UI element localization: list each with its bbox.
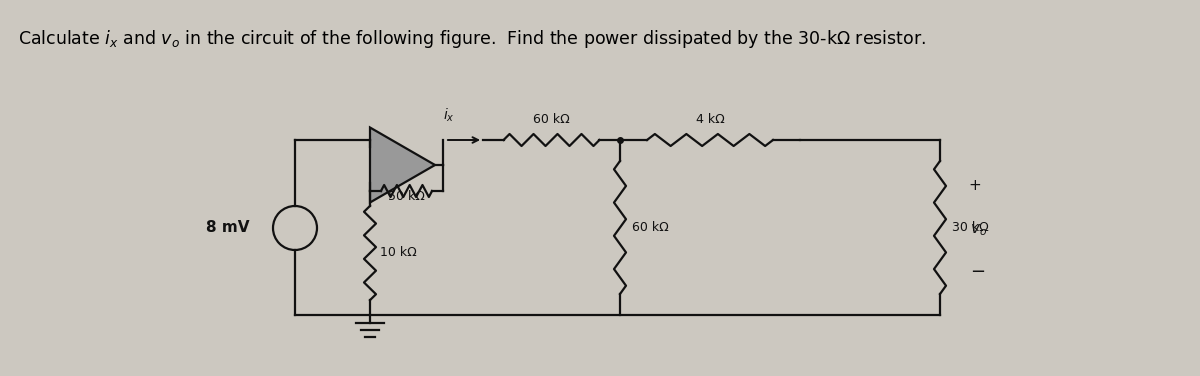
Text: 50 kΩ: 50 kΩ [388,190,425,203]
Text: $i_x$: $i_x$ [443,107,455,124]
Text: Calculate $i_x$ and $v_o$ in the circuit of the following figure.  Find the powe: Calculate $i_x$ and $v_o$ in the circuit… [18,28,926,50]
Text: +: + [968,177,980,193]
Text: 30 kΩ: 30 kΩ [952,221,989,234]
Text: 4 kΩ: 4 kΩ [696,113,725,126]
Text: 60 kΩ: 60 kΩ [632,221,668,234]
Text: $v_o$: $v_o$ [970,222,988,238]
Text: 8 mV: 8 mV [206,220,250,235]
Text: −: − [970,263,985,281]
Text: 10 kΩ: 10 kΩ [380,247,416,259]
Polygon shape [370,127,436,203]
Text: 60 kΩ: 60 kΩ [533,113,570,126]
